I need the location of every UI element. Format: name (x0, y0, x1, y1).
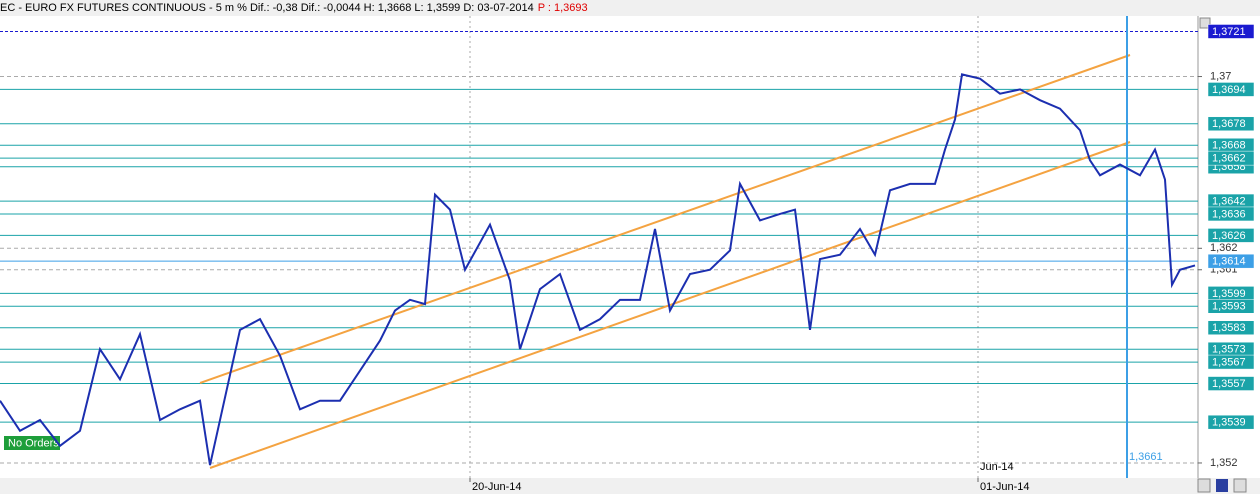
icon[interactable] (1233, 478, 1247, 493)
level-box (1207, 320, 1255, 335)
level-label: 1,3539 (1212, 417, 1246, 429)
level-box (1207, 116, 1255, 132)
level-label: 1,3636 (1212, 208, 1246, 220)
y-tick-label: 1,362 (1210, 242, 1238, 254)
level-label: 1,3593 (1212, 301, 1246, 313)
trend-line (199, 54, 1131, 384)
level-label: 1,3694 (1212, 84, 1246, 96)
level-label: 1,3614 (1212, 256, 1246, 268)
x-tick-label: 01-Jun-14 (980, 481, 1030, 493)
y-tick-label: 1,352 (1210, 457, 1238, 469)
level-box (1207, 299, 1255, 314)
trend-line (209, 141, 1131, 469)
level-box (1207, 24, 1255, 39)
level-box (1207, 228, 1255, 243)
level-label: 1,3662 (1212, 153, 1246, 165)
level-box (1207, 150, 1255, 166)
price-line (0, 73, 1196, 466)
level-box (1207, 414, 1255, 430)
level-label: 1,3599 (1212, 288, 1246, 300)
level-label: 1,3626 (1212, 230, 1246, 242)
level-label: 1,3573 (1212, 344, 1246, 356)
title-bar: EC - EURO FX FUTURES CONTINUOUS - 5 m % … (0, 0, 1260, 16)
level-box (1207, 82, 1255, 97)
level-box (1207, 354, 1255, 370)
icon[interactable] (1216, 479, 1228, 492)
crosshair-label: 1,3661 (1129, 451, 1163, 463)
x-tick-label: 20-Jun-14 (472, 481, 522, 493)
level-label: 1,3557 (1212, 378, 1246, 390)
level-box (1207, 253, 1255, 269)
y-tick-label: 1,37 (1210, 70, 1231, 82)
x-major-label: Jun-14 (980, 461, 1014, 473)
last-price: P : 1,3693 (537, 2, 588, 14)
icon[interactable] (1197, 478, 1211, 493)
chart-title: EC - EURO FX FUTURES CONTINUOUS - 5 m % … (0, 2, 534, 14)
x-axis-strip (0, 478, 1260, 494)
level-label: 1,3668 (1212, 140, 1246, 152)
orders-text: No Orders (8, 437, 59, 449)
level-label: 1,3721 (1212, 26, 1246, 38)
level-label: 1,3583 (1212, 322, 1246, 334)
level-label: 1,3642 (1212, 195, 1246, 207)
level-label: 1,3567 (1212, 356, 1246, 368)
level-box (1207, 206, 1255, 222)
level-box (1207, 376, 1255, 391)
icon[interactable] (1199, 17, 1211, 29)
level-label: 1,3678 (1212, 118, 1246, 130)
orders-badge (4, 436, 60, 450)
